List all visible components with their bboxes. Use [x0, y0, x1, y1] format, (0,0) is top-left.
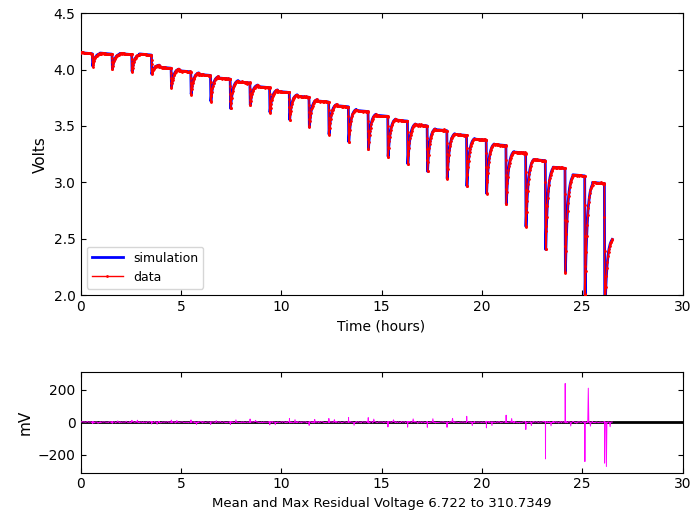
Line: simulation: simulation — [80, 52, 612, 318]
Legend: simulation, data: simulation, data — [87, 247, 203, 289]
Y-axis label: Volts: Volts — [33, 136, 48, 173]
simulation — [351, 107, 359, 113]
simulation — [76, 49, 85, 56]
simulation — [147, 57, 155, 63]
X-axis label: Time (hours): Time (hours) — [337, 320, 426, 333]
simulation — [574, 172, 582, 179]
Line: data: data — [79, 50, 614, 319]
data — [601, 314, 609, 321]
data — [147, 57, 155, 63]
Y-axis label: mV: mV — [18, 410, 32, 435]
data — [274, 89, 282, 95]
simulation — [601, 314, 609, 321]
data — [351, 107, 359, 113]
simulation — [608, 236, 617, 243]
X-axis label: Mean and Max Residual Voltage 6.722 to 310.7349: Mean and Max Residual Voltage 6.722 to 3… — [211, 497, 552, 510]
data — [76, 49, 85, 55]
simulation — [274, 88, 282, 94]
data — [218, 76, 226, 82]
data — [608, 236, 617, 243]
data — [462, 132, 470, 138]
simulation — [462, 132, 470, 139]
simulation — [218, 75, 226, 81]
data — [574, 172, 582, 179]
